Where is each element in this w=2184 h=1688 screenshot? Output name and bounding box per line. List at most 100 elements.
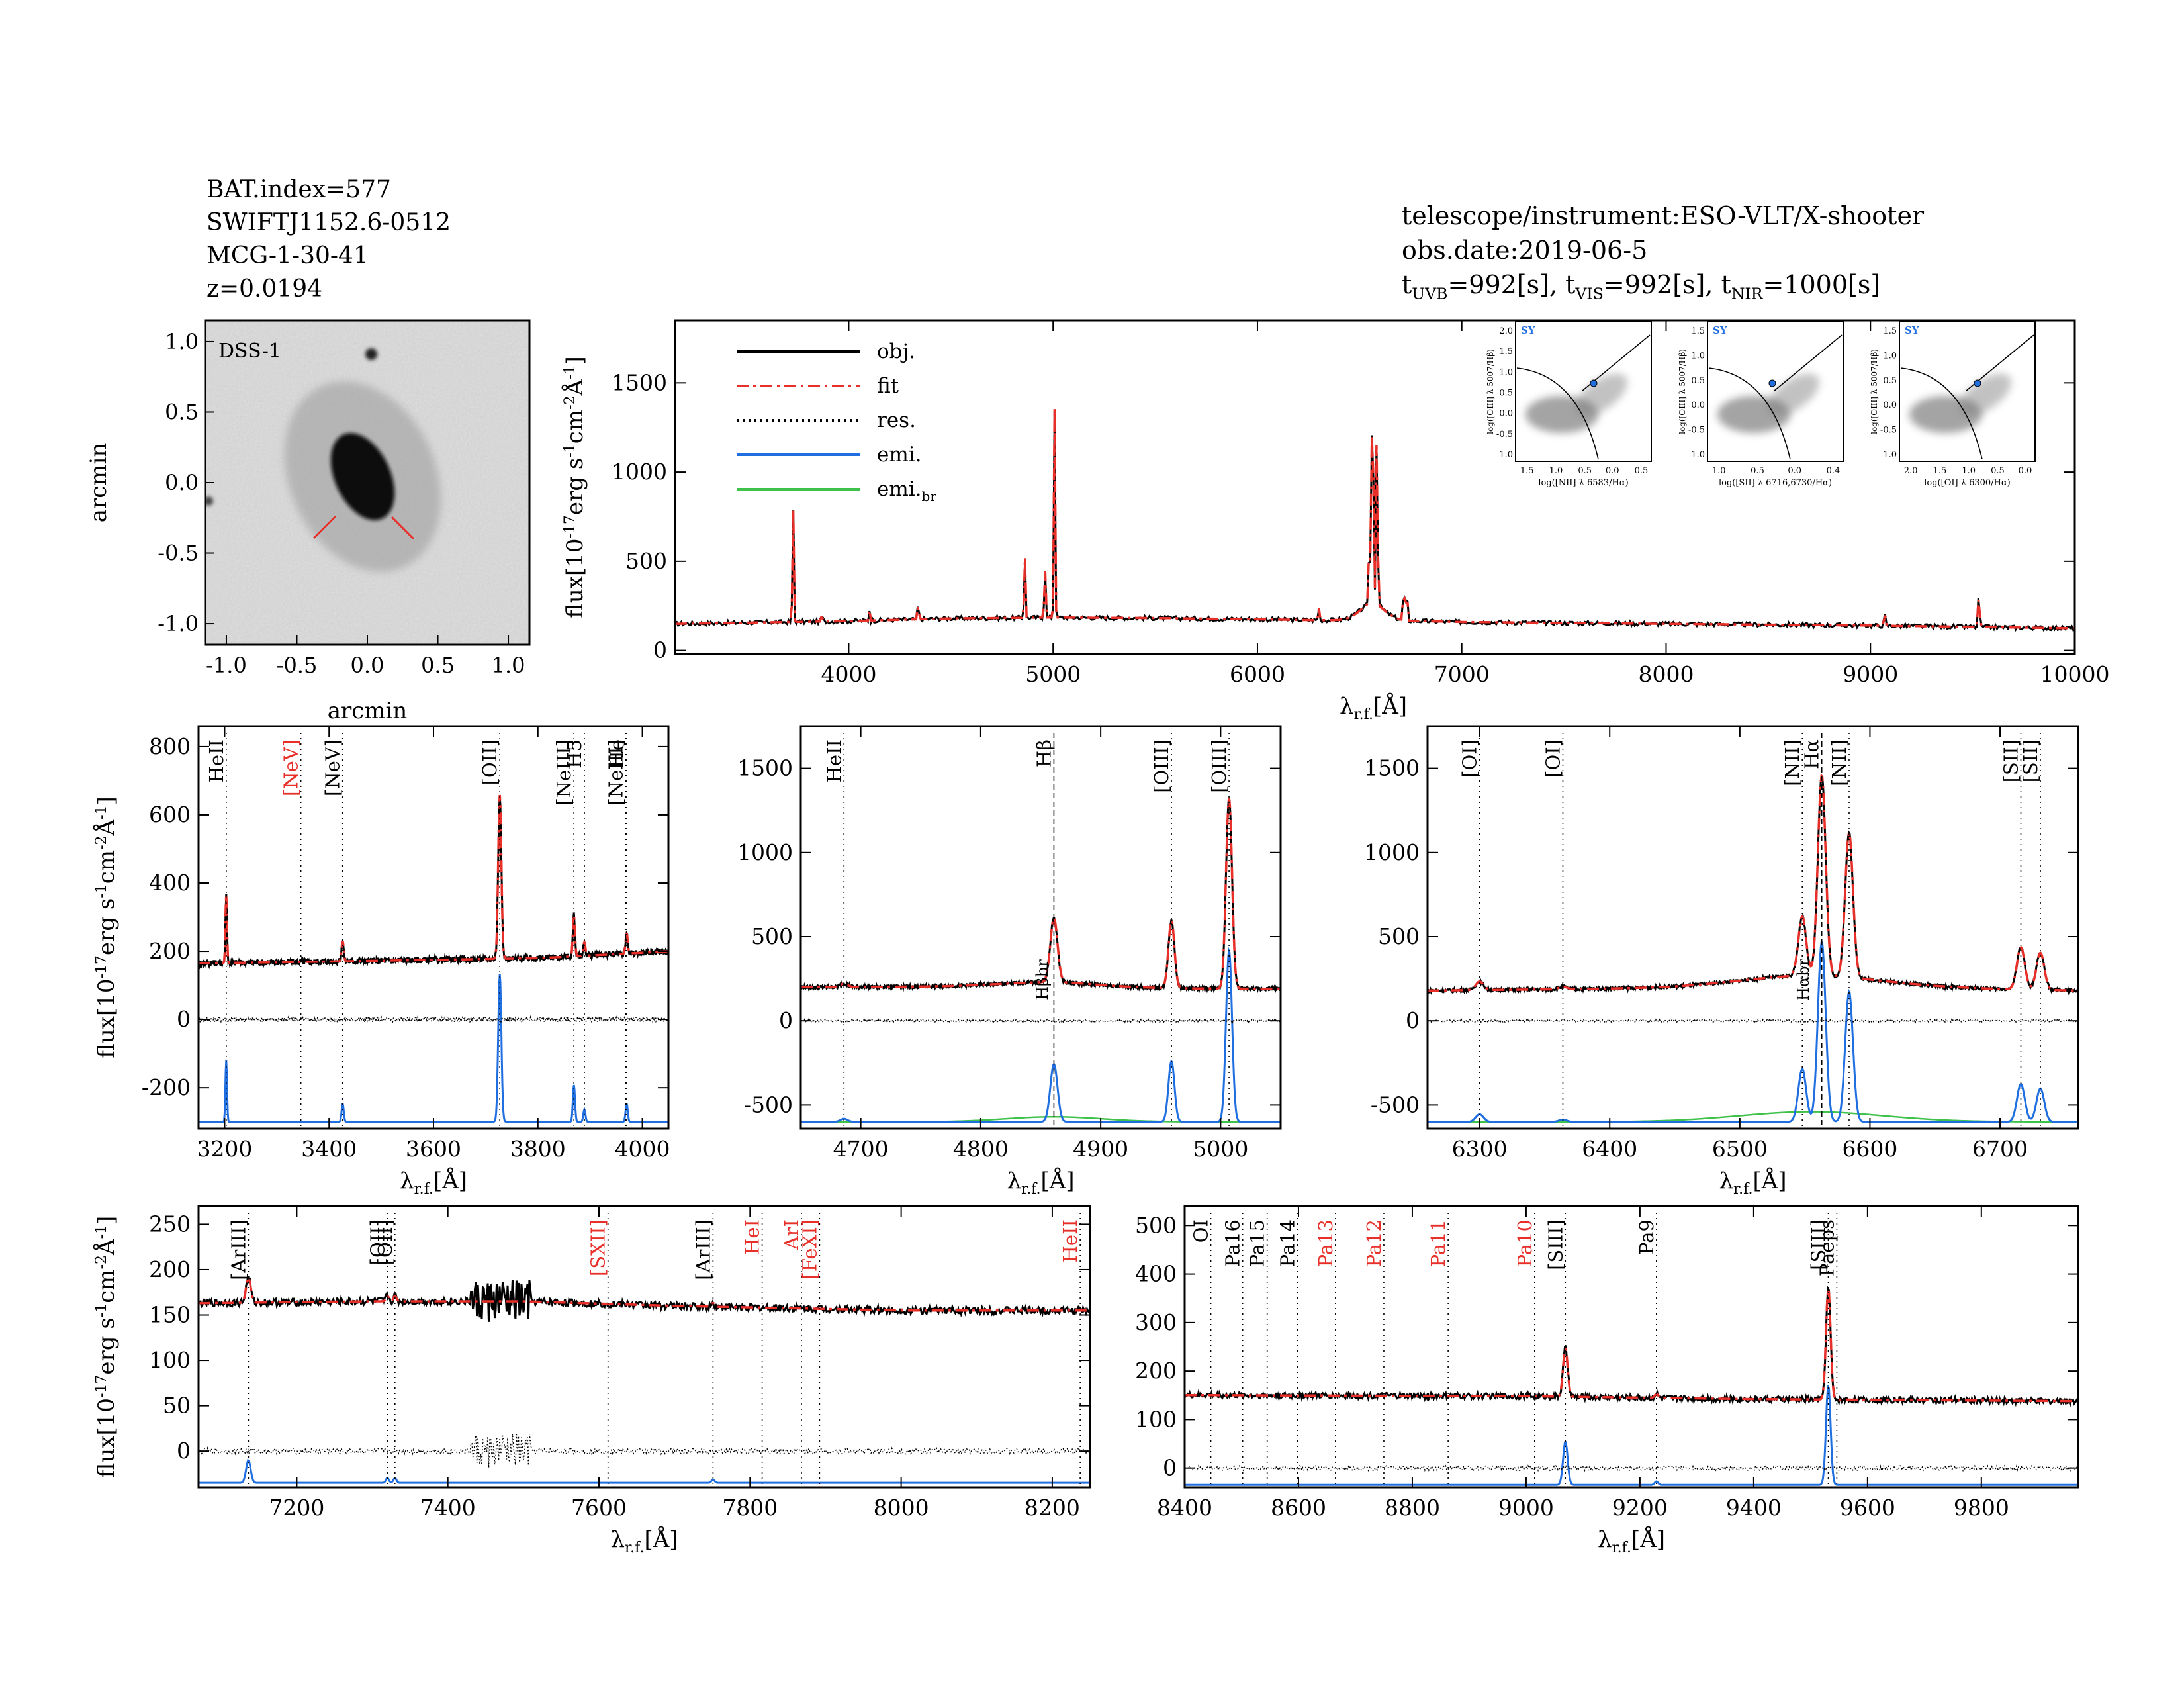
line-label: Pa9 <box>1635 1219 1658 1255</box>
line-label: [FeXI] <box>798 1219 821 1279</box>
broad-line-label: Hαbr <box>1794 959 1813 1002</box>
plot-area <box>675 408 2075 632</box>
ytick-label: 150 <box>149 1302 191 1328</box>
line-label: Pa14 <box>1276 1219 1298 1267</box>
xtick-label: 9600 <box>1840 1495 1895 1521</box>
xtick-label: 6300 <box>1452 1136 1508 1162</box>
dss-ytick-label: -1.0 <box>158 611 199 636</box>
series-residual <box>199 1434 1090 1468</box>
xtick-label: 6700 <box>1972 1136 2028 1162</box>
field-star-edge <box>205 496 213 506</box>
ytick-label: 500 <box>625 548 667 574</box>
demarcation-curve <box>1900 367 1983 460</box>
ytick-label: 100 <box>1135 1406 1177 1432</box>
xtick-label: 3400 <box>301 1136 357 1162</box>
demarcation-curve <box>1708 367 1791 460</box>
chart-frame <box>197 1205 1091 1489</box>
series-residual <box>1185 1464 2078 1472</box>
dss-xtick-label: -1.0 <box>206 653 247 678</box>
inset-xlabel: log([OI] λ 6300/Hα) <box>1924 478 2010 488</box>
line-label: [OII] <box>366 1219 388 1265</box>
line-label: Pa15 <box>1246 1219 1269 1267</box>
line-label: He <box>606 739 628 767</box>
xtick-label: 9400 <box>1726 1495 1782 1521</box>
observation-date: obs.date:2019-06-5 <box>1402 236 1648 265</box>
series-obj <box>199 1276 1090 1322</box>
ytick-label: 200 <box>1135 1358 1177 1383</box>
inset-ytick-label: 0.5 <box>1883 376 1897 386</box>
t-nir: 1000[s] <box>1784 270 1881 299</box>
inset-ytick-label: 0.5 <box>1691 376 1705 386</box>
xtick-label: 3800 <box>510 1136 566 1162</box>
observation-info: telescope/instrument:ESO-VLT/X-shooter o… <box>1402 199 1924 311</box>
density-cloud <box>1576 373 1627 416</box>
chart-p1: HeII [NeV] [NeV] [OII] [NeIII]H5 [NeIII]He320… <box>93 725 670 1197</box>
line-label: [SIII] <box>1544 1219 1567 1270</box>
xaxis-label: λr.f.[Å] <box>1340 692 1407 723</box>
series-fit <box>1185 1289 2078 1403</box>
xaxis-label: λr.f.[Å] <box>1598 1526 1665 1556</box>
telescope-instrument: telescope/instrument:ESO-VLT/X-shooter <box>1402 201 1925 230</box>
object-point <box>1590 379 1598 387</box>
line-label: [OII] <box>374 1219 396 1265</box>
line-label: [SII] <box>1999 739 2022 782</box>
line-label: H5 <box>563 739 586 769</box>
line-label: [OI] <box>1459 739 1481 778</box>
inset-xtick-label: 0.0 <box>1606 466 1619 476</box>
inset-ytick-label: -0.5 <box>1880 426 1897 436</box>
inset-ytick-label: 2.0 <box>1499 326 1513 336</box>
redshift: z=0.0194 <box>206 275 323 303</box>
inset-ytick-label: 0.0 <box>1499 409 1513 419</box>
xtick-label: 8600 <box>1271 1495 1326 1521</box>
bat-index: BAT.index=577 <box>206 176 391 203</box>
inset-tag: SY <box>1713 324 1727 336</box>
demarcation-line <box>1773 334 1843 392</box>
ytick-label: 800 <box>149 733 191 759</box>
ytick-label: 0 <box>1163 1455 1177 1481</box>
inset-xtick-label: -0.5 <box>1575 466 1592 476</box>
chart-frame <box>1183 1205 2079 1489</box>
inset-xtick-label: 0.0 <box>1788 466 1801 476</box>
line-label: [NeIII] <box>553 739 575 806</box>
ytick-label: 1500 <box>737 755 793 781</box>
series-obj <box>1185 1285 2078 1408</box>
chart-p5: OI Pa16 Pa15 Pa14 Pa13 Pa12 Pa11 Pa10 [SIII] Pa9 [… <box>1135 1205 2079 1556</box>
inset-ylabel: log([OIII] λ 5007/Hβ) <box>1870 349 1879 434</box>
xtick-label: 8000 <box>874 1495 929 1521</box>
density-cloud <box>1768 373 1819 416</box>
line-label: HeII <box>1059 1219 1081 1262</box>
t-uvb: 992[s] <box>1469 270 1549 299</box>
xtick-label: 5000 <box>1193 1136 1248 1162</box>
ytick-label: 250 <box>149 1211 191 1237</box>
inset-xtick-label: -1.0 <box>1709 466 1725 476</box>
ytick-label: 1000 <box>737 839 793 865</box>
ytick-label: 0 <box>1406 1008 1420 1033</box>
xtick-label: 4000 <box>821 661 876 687</box>
ytick-label: 0 <box>177 1438 191 1464</box>
line-label: [NII] <box>1828 739 1850 786</box>
line-label: Hα <box>1801 739 1823 769</box>
line-label: [ArIII] <box>692 1219 714 1280</box>
inset-ytick-label: 1.0 <box>1883 351 1897 361</box>
line-label: [NeV] <box>322 739 344 796</box>
inset-xtick-label: -1.5 <box>1930 466 1946 476</box>
ytick-label: 0 <box>779 1008 793 1033</box>
inset-ytick-label: 0.5 <box>1499 389 1513 399</box>
legend-label: obj. <box>877 340 915 363</box>
dss-ytick-label: 1.0 <box>165 329 199 354</box>
xtick-label: 4700 <box>833 1136 889 1162</box>
xaxis-label: λr.f.[Å] <box>1719 1167 1786 1197</box>
plot-area: HeII [NeV] [NeV] [OII] [NeIII]H5 [NeIII]He <box>199 733 668 1129</box>
series-fit <box>801 798 1281 990</box>
line-label: [SII] <box>2019 739 2042 782</box>
xtick-label: 7000 <box>1434 661 1490 687</box>
bpt-inset: SY -1.0 -0.5 0.0 0.4 1.5 1.0 0.5 0.0 -0.5 -1.0 log(… <box>1678 321 1844 488</box>
xaxis-label: λr.f.[Å] <box>1007 1167 1074 1197</box>
ytick-label: 0 <box>177 1006 191 1032</box>
xtick-label: 8200 <box>1024 1495 1080 1521</box>
series-residual <box>199 1015 668 1024</box>
xtick-label: 7600 <box>571 1495 627 1521</box>
line-label: [SIII] <box>1807 1219 1830 1270</box>
